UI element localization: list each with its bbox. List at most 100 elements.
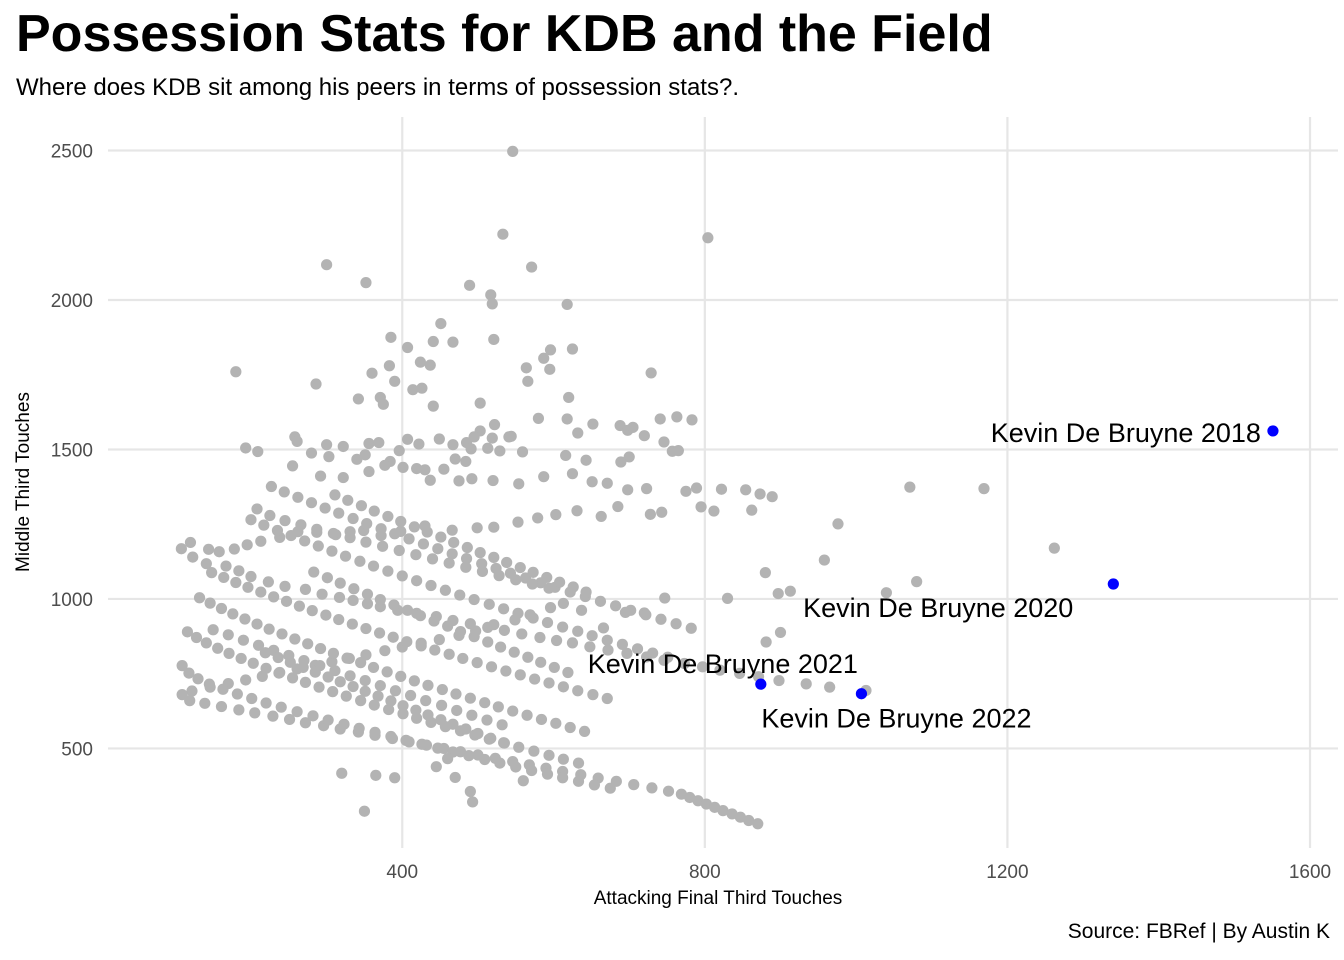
field-point xyxy=(321,572,333,584)
kdb-point-labels: Kevin De Bruyne 2018 Kevin De Bruyne 2020… xyxy=(588,418,1261,734)
field-point xyxy=(609,600,622,612)
field-point xyxy=(580,586,592,598)
field-point xyxy=(561,413,573,425)
grid-lines xyxy=(108,117,1338,848)
field-point xyxy=(566,468,579,480)
field-point xyxy=(662,651,674,663)
field-point xyxy=(291,706,303,718)
field-point xyxy=(353,722,365,735)
field-point xyxy=(321,439,333,451)
field-point xyxy=(246,692,258,705)
field-point xyxy=(752,818,764,830)
field-point xyxy=(305,447,318,459)
field-point xyxy=(242,581,254,593)
field-point xyxy=(360,622,372,635)
field-point xyxy=(438,463,450,475)
field-point xyxy=(428,615,440,627)
field-point xyxy=(734,667,746,679)
field-point xyxy=(255,535,267,547)
field-point xyxy=(264,509,276,522)
field-point xyxy=(388,599,400,611)
field-point xyxy=(385,695,397,707)
field-point xyxy=(498,624,510,636)
field-point xyxy=(772,587,784,600)
field-points xyxy=(175,145,1060,830)
field-point xyxy=(520,362,532,374)
field-point xyxy=(327,527,340,540)
field-point xyxy=(319,502,331,514)
field-point xyxy=(538,471,550,483)
field-point xyxy=(374,680,386,692)
field-point xyxy=(464,692,476,704)
field-point xyxy=(601,692,613,705)
field-point xyxy=(339,550,352,562)
chart-subtitle: Where does KDB sit among his peers in te… xyxy=(16,74,739,101)
field-point xyxy=(372,690,384,702)
field-point xyxy=(389,375,401,387)
field-point xyxy=(479,697,491,709)
field-point xyxy=(329,489,341,501)
field-point xyxy=(192,673,204,685)
field-point xyxy=(527,612,539,624)
field-point xyxy=(658,436,670,448)
field-point xyxy=(327,686,339,698)
field-point xyxy=(367,560,380,572)
field-point xyxy=(389,685,402,697)
field-point xyxy=(774,626,787,639)
field-point xyxy=(228,543,240,555)
field-point xyxy=(695,501,707,513)
field-point xyxy=(488,619,500,631)
field-point xyxy=(594,595,607,607)
kdb-point xyxy=(755,678,767,690)
field-point xyxy=(535,656,547,668)
kdb-point-label: Kevin De Bruyne 2021 xyxy=(588,649,858,679)
field-point xyxy=(396,570,408,582)
field-point xyxy=(337,471,349,484)
field-point xyxy=(360,536,372,548)
field-point xyxy=(588,779,601,791)
field-point xyxy=(200,558,212,570)
field-point xyxy=(265,480,277,493)
field-point xyxy=(297,661,309,674)
field-point xyxy=(466,709,478,721)
field-point xyxy=(557,621,569,633)
field-point xyxy=(654,413,666,425)
field-point xyxy=(292,491,304,503)
field-point xyxy=(463,750,475,762)
field-point xyxy=(690,482,703,494)
field-point xyxy=(176,689,188,701)
kdb-point-label: Kevin De Bruyne 2022 xyxy=(761,704,1031,734)
field-point xyxy=(251,503,263,515)
field-point xyxy=(382,510,394,523)
field-point xyxy=(305,497,318,509)
field-point xyxy=(397,700,409,712)
field-point xyxy=(743,814,755,827)
field-point xyxy=(341,652,353,664)
field-point xyxy=(338,718,350,730)
field-point xyxy=(659,592,671,604)
field-point xyxy=(476,565,489,578)
field-point xyxy=(311,523,323,535)
field-point xyxy=(369,726,381,738)
field-point xyxy=(656,506,668,518)
field-point xyxy=(510,574,522,586)
field-point xyxy=(560,449,572,462)
field-point xyxy=(601,477,613,489)
field-point xyxy=(572,625,584,637)
field-point xyxy=(640,483,653,495)
field-point xyxy=(307,710,319,722)
field-point xyxy=(215,602,228,615)
field-point xyxy=(284,656,296,668)
field-point xyxy=(488,521,500,533)
field-point xyxy=(562,666,574,679)
field-point xyxy=(485,661,498,673)
field-point xyxy=(374,593,386,606)
field-point xyxy=(628,779,640,791)
field-point xyxy=(425,579,437,592)
field-point xyxy=(832,518,844,530)
field-point xyxy=(247,657,259,669)
field-point xyxy=(212,642,224,654)
field-point xyxy=(557,597,569,610)
field-point xyxy=(442,620,454,632)
